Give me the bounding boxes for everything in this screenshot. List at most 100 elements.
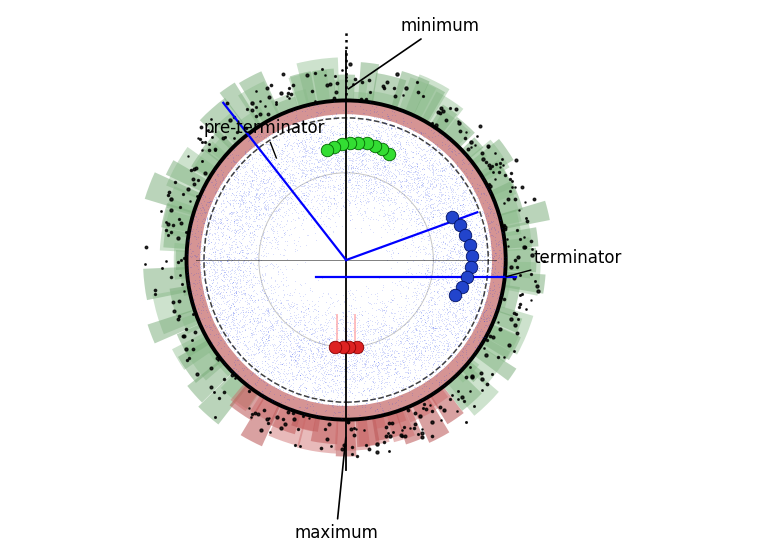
Point [416, 175, 428, 184]
Point [327, 152, 340, 161]
Point [343, 175, 356, 184]
Point [446, 211, 458, 220]
Point [289, 371, 301, 380]
Point [433, 257, 445, 266]
Point [331, 362, 343, 371]
Point [370, 339, 382, 348]
Point [471, 312, 483, 321]
Point [325, 351, 337, 360]
Point [348, 117, 361, 126]
Point [423, 374, 435, 383]
Point [326, 130, 339, 139]
Point [351, 133, 364, 141]
Point [423, 142, 436, 151]
Point [197, 218, 210, 227]
Point [398, 348, 410, 356]
Point [355, 344, 368, 353]
Point [384, 139, 396, 148]
Point [283, 305, 295, 314]
Point [363, 390, 375, 399]
Point [234, 283, 246, 292]
Point [236, 356, 249, 365]
Point [342, 162, 354, 170]
Point [247, 350, 260, 359]
Point [318, 382, 330, 391]
Point [406, 327, 419, 336]
Point [315, 132, 328, 141]
Point [287, 155, 299, 164]
Point [311, 344, 323, 353]
Point [200, 270, 212, 278]
Point [314, 326, 326, 334]
Point [477, 189, 490, 198]
Point [366, 189, 378, 197]
Point [380, 136, 392, 145]
Point [475, 298, 487, 306]
Point [448, 180, 461, 189]
Point [321, 319, 333, 328]
Point [447, 154, 459, 163]
Point [234, 222, 246, 230]
Point [262, 204, 274, 212]
Point [273, 160, 285, 169]
Point [318, 344, 330, 353]
Point [361, 341, 373, 350]
Point [243, 212, 256, 221]
Point [263, 166, 275, 175]
Point [304, 375, 316, 383]
Point [218, 315, 230, 323]
Point [331, 338, 343, 347]
Point [415, 236, 427, 245]
Point [194, 257, 207, 266]
Point [250, 132, 263, 141]
Point [328, 183, 340, 191]
Point [227, 284, 239, 293]
Point [383, 150, 395, 159]
Point [422, 201, 434, 210]
Point [407, 126, 420, 135]
Point [270, 140, 282, 149]
Point [343, 199, 355, 208]
Point [435, 310, 448, 319]
Point [221, 189, 234, 198]
Point [377, 347, 389, 356]
Point [260, 365, 272, 373]
Point [341, 152, 354, 161]
Point [284, 350, 296, 359]
Point [253, 194, 265, 203]
Point [343, 154, 355, 163]
Point [205, 276, 218, 284]
Point [248, 141, 260, 150]
Point [262, 346, 274, 355]
Point [468, 186, 480, 195]
Point [208, 166, 221, 174]
Point [246, 129, 258, 138]
Point [371, 393, 383, 402]
Point [423, 359, 436, 367]
Point [407, 374, 420, 383]
Point [255, 340, 267, 349]
Point [213, 204, 225, 213]
Wedge shape [354, 92, 375, 102]
Point [268, 306, 280, 315]
Point [337, 325, 350, 334]
Point [423, 326, 436, 334]
Point [436, 274, 448, 283]
Point [305, 372, 318, 381]
Point [228, 226, 241, 234]
Point [393, 168, 406, 177]
Point [443, 141, 455, 150]
Point [435, 191, 448, 200]
Point [221, 251, 233, 260]
Point [310, 350, 322, 359]
Point [470, 249, 483, 258]
Point [491, 271, 503, 279]
Point [331, 157, 343, 166]
Point [228, 191, 241, 200]
Point [298, 191, 310, 200]
Point [302, 305, 315, 314]
Point [452, 327, 465, 336]
Point [225, 311, 237, 320]
Point [411, 340, 423, 349]
Point [274, 338, 287, 347]
